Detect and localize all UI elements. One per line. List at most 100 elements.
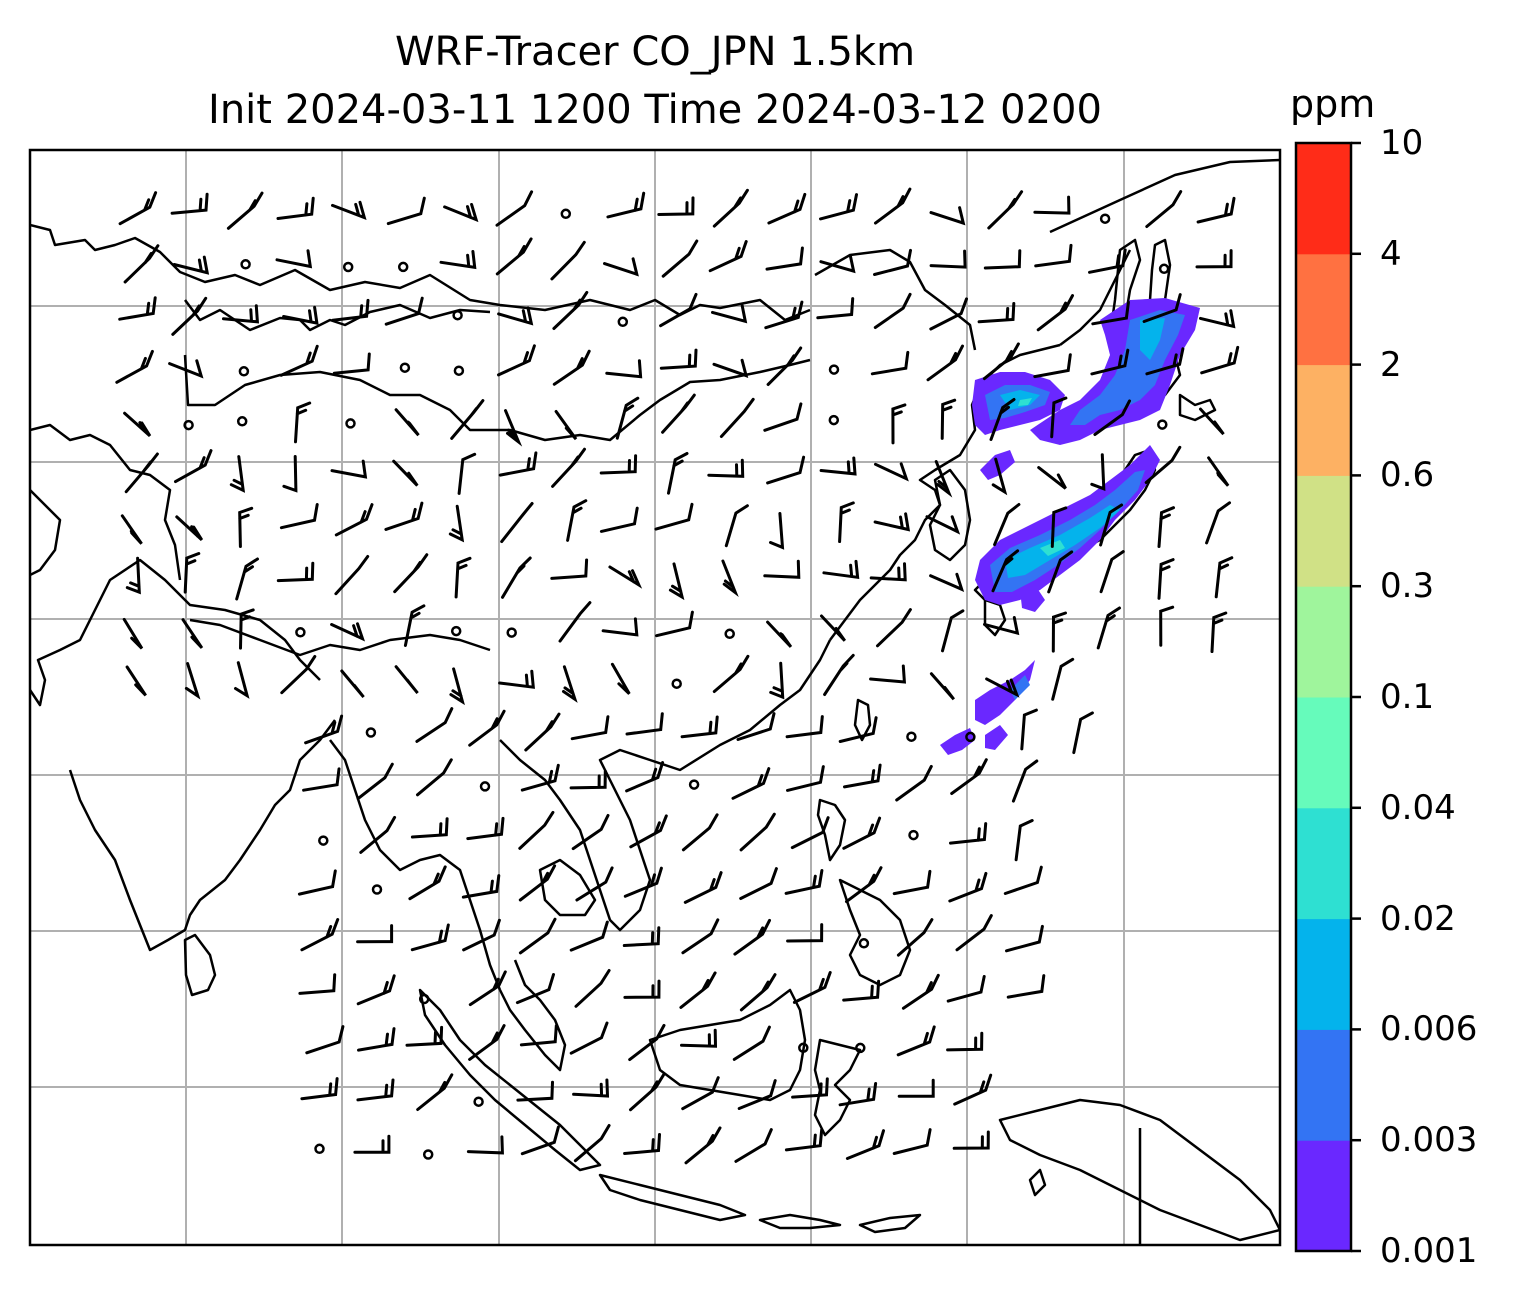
wind-barb [785,715,824,739]
visayas-mindanao [838,878,912,987]
calm-wind-marker [965,731,976,743]
calm-wind-marker [371,884,383,895]
wind-barb [950,758,988,795]
wind-barb [599,506,639,533]
wind-barb [977,302,1016,324]
wind-barb [734,1128,773,1163]
wind-barb [571,814,610,851]
colorbar-tick-label: 0.3 [1380,566,1435,607]
wind-barb [572,1078,610,1098]
wind-barb [603,257,639,277]
colorbar-segment [1296,364,1351,476]
wind-barb [680,1028,718,1048]
wind-barb [330,622,366,642]
plume-inner-4 [1018,398,1032,406]
wind-barb [820,614,847,642]
wind-barb [707,458,745,478]
calm-wind-marker [1157,419,1168,430]
wind-barb [925,515,961,535]
calm-wind-marker [240,259,251,270]
wind-barb [466,816,505,841]
wind-barb [929,672,955,701]
java [598,1173,747,1222]
wind-barb [934,460,953,498]
wind-barb [340,669,365,699]
wind-barb [468,1024,506,1061]
wind-barb [115,349,154,384]
wind-barb [606,191,646,219]
calm-wind-marker [479,781,491,792]
colorbar-tick-label: 0.6 [1380,455,1435,496]
colorbar-unit-label: ppm [1290,82,1376,126]
calm-wind-marker [855,1042,866,1054]
wind-barb [873,512,911,532]
wind-barb [1142,293,1182,323]
wind-barb [739,867,778,900]
calm-wind-marker [560,208,572,220]
wind-barb [123,411,152,438]
wind-barb [1159,605,1175,647]
plume-inner-3 [1140,318,1165,360]
wind-barb [608,565,643,589]
calm-wind-marker [453,365,465,376]
wind-barb [1099,503,1124,547]
wind-barb [842,816,882,850]
wind-barb [124,452,159,494]
wind-barb [791,1077,829,1099]
wind-barb [298,973,337,995]
wind-barb [1144,445,1182,484]
wind-barb [229,455,246,493]
border-mongolia [814,248,977,351]
wind-barb [681,918,720,955]
wind-barb [661,393,696,434]
calm-wind-marker [345,418,356,429]
sumatra [418,988,602,1172]
wind-barb [235,557,259,601]
wind-barb [953,1073,993,1106]
calm-wind-marker [724,628,735,640]
wind-barb [948,871,988,903]
wind-barb [929,297,968,331]
wind-barb [949,822,988,845]
wind-barb [384,501,424,531]
wind-barb [952,1130,990,1150]
calm-wind-marker [295,627,306,638]
gridlines [30,150,1280,1245]
colorbar-segment [1296,143,1351,255]
calm-wind-marker [450,625,462,637]
calm-wind-marker [314,1143,325,1155]
wind-barb [294,401,312,444]
wind-barb [118,191,158,226]
wind-barb [822,559,860,580]
wind-barb [823,653,855,696]
wind-barb [279,503,319,530]
wind-barb [623,866,663,898]
wind-barb [926,344,964,382]
calm-wind-marker [688,779,700,790]
wind-barb [724,504,749,548]
plume-outer-8 [1020,585,1045,612]
wind-barb [573,1124,611,1163]
coastline-india-west [30,558,321,707]
wind-barb [845,1129,885,1160]
colorbar-tick-label: 10 [1380,123,1424,163]
wind-barb [838,716,878,743]
wind-barb [680,715,719,739]
wind-barb [983,616,1020,636]
wind-barb [838,1082,878,1107]
wind-barb [654,502,694,531]
lesser-sunda [758,1213,842,1230]
wind-barb [667,452,689,495]
wind-barb [819,456,857,476]
border-west-misc [30,423,182,581]
wind-barb [1214,556,1234,599]
wind-barb [869,562,907,582]
wind-barb [468,709,506,747]
wind-barb [386,196,426,226]
wind-barb [993,503,1021,547]
wind-barb [629,814,668,849]
wind-barb [222,304,260,324]
wind-barb [712,188,749,228]
calm-wind-marker [617,316,629,328]
